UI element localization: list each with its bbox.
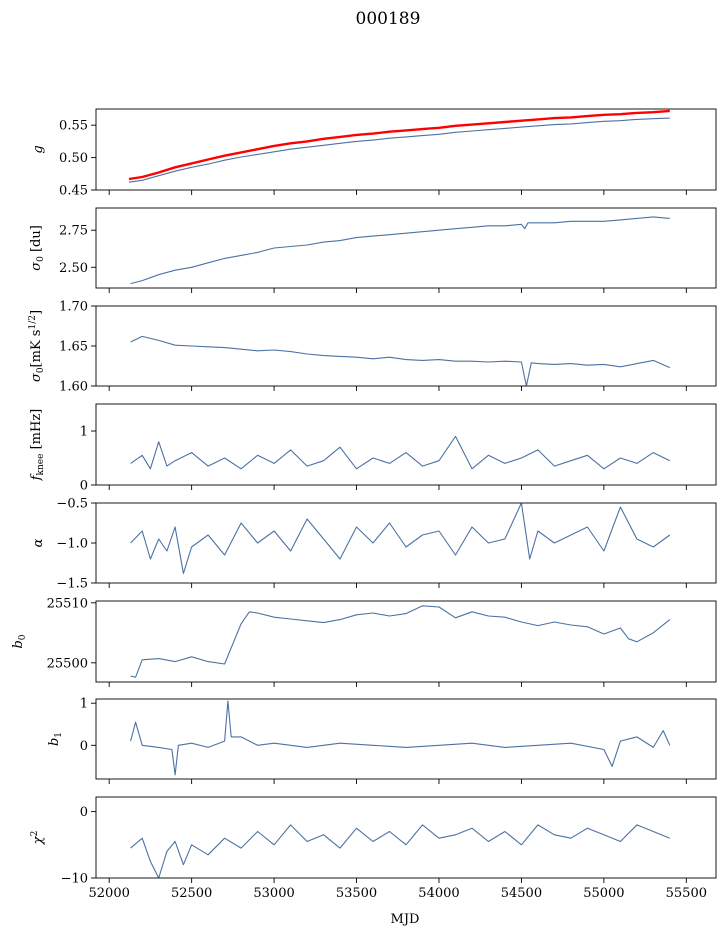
axes-frame — [95, 502, 717, 584]
y-tick-label: 1 — [80, 425, 88, 440]
y-tick-label: 1.70 — [59, 300, 88, 315]
y-tick-label: −0.5 — [56, 497, 88, 512]
y-tick-label: −1.0 — [56, 537, 88, 552]
x-axis-label: MJD — [391, 912, 420, 927]
panels: 0.45 0.50 0.55 g 2.50 2.75 σ0 [du] 1.60 1.65 1.70… — [11, 108, 717, 901]
y-tick-label: 2.50 — [59, 261, 88, 276]
y-axis-label: σ0[mK s1/2] — [28, 310, 46, 382]
series-line — [128, 117, 670, 183]
y-axis-label: g — [31, 145, 46, 153]
y-tick-label: 0 — [80, 479, 88, 494]
axes-frame — [95, 796, 717, 879]
axes-frame — [95, 698, 717, 780]
panel-2: 2.50 2.75 σ0 [du] — [29, 207, 717, 293]
panel-5: −1.5 −1.0 −0.5 α — [31, 497, 717, 592]
y-tick-label: 25510 — [47, 596, 88, 611]
x-tick-label: 52000 — [89, 886, 130, 901]
series-line — [130, 503, 671, 574]
y-tick-label: 25500 — [47, 656, 88, 671]
panel-3: 1.60 1.65 1.70 σ0[mK s1/2] — [28, 300, 717, 395]
axes-frame — [95, 108, 717, 191]
y-axis-label: χ2 — [30, 831, 46, 846]
y-tick-label: −10 — [61, 872, 88, 887]
x-tick-label: 54500 — [501, 886, 542, 901]
series-line — [130, 605, 671, 678]
figure-title: 000189 — [356, 9, 421, 29]
series-line — [130, 824, 671, 878]
series-line — [130, 216, 670, 285]
x-tick-label: 55000 — [583, 886, 624, 901]
y-axis-label: α — [31, 538, 46, 547]
y-axis-label: σ0 [du] — [29, 225, 46, 271]
x-tick-label: 52500 — [171, 886, 212, 901]
panel-4: 0 1 fknee [mHz] — [29, 403, 717, 494]
y-tick-label: 0.55 — [59, 119, 88, 134]
y-tick-label: 0 — [80, 739, 88, 754]
y-tick-label: 0.45 — [59, 184, 88, 199]
y-axis-label: fknee [mHz] — [29, 409, 46, 482]
reference-line — [128, 109, 670, 181]
axes-frame — [95, 600, 717, 683]
x-tick-label: 55500 — [666, 886, 707, 901]
y-axis-label: b1 — [47, 732, 64, 746]
panel-6: 25500 25510 b0 — [11, 596, 717, 687]
panel-8: −10 0 52000 52500 53000 53500 54000 54500 55000 5… — [30, 796, 717, 901]
x-tick-label: 53000 — [253, 886, 294, 901]
axes-frame — [95, 207, 717, 289]
y-tick-label: 1 — [80, 697, 88, 712]
axes-frame — [95, 403, 717, 486]
series-line — [130, 700, 671, 776]
series-line — [130, 435, 671, 470]
y-tick-label: 0 — [80, 805, 88, 820]
x-tick-label: 53500 — [336, 886, 377, 901]
y-tick-label: 2.75 — [59, 224, 88, 239]
y-tick-label: 1.65 — [59, 340, 88, 355]
panel-7: 0 1 b1 — [47, 697, 717, 784]
y-tick-label: 0.50 — [59, 151, 88, 166]
panel-1: 0.45 0.50 0.55 g — [31, 108, 717, 199]
series-line — [130, 335, 671, 386]
y-tick-label: −1.5 — [56, 577, 88, 592]
x-tick-label: 54000 — [418, 886, 459, 901]
y-tick-label: 1.60 — [59, 380, 88, 395]
y-axis-label: b0 — [11, 634, 28, 648]
